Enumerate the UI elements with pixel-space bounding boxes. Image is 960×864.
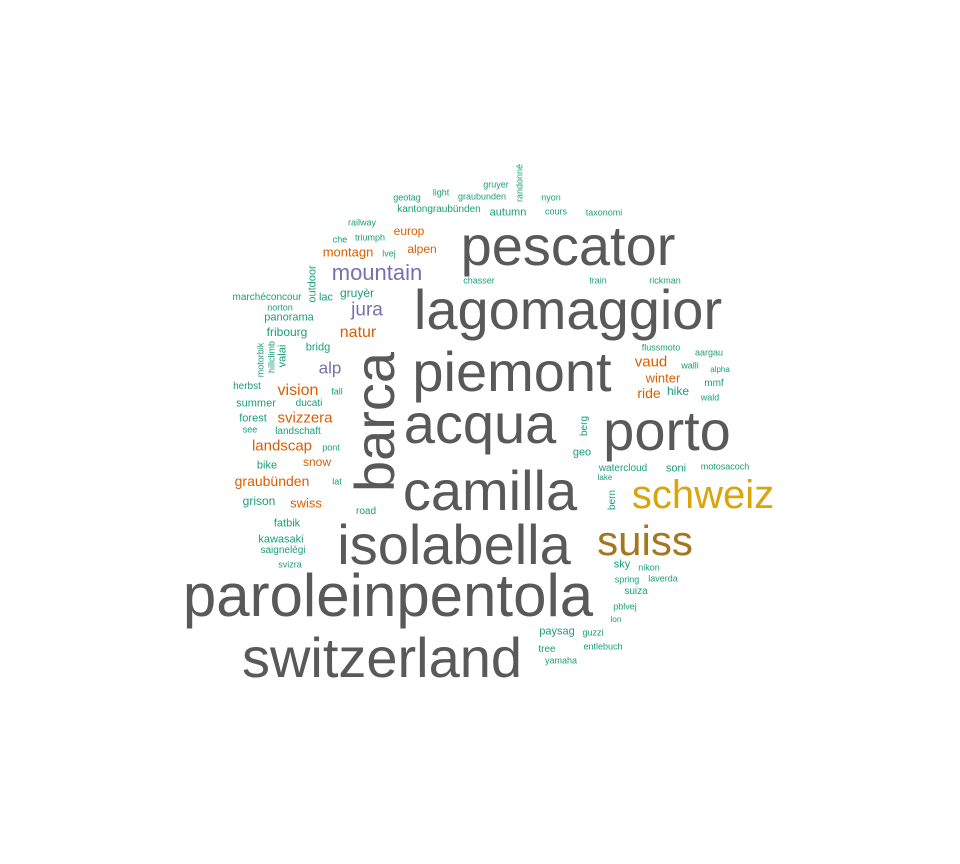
word-chasser: chasser	[463, 275, 495, 286]
word-pescator: pescator	[460, 214, 676, 277]
word-paroleinpentola: paroleinpentola	[182, 562, 594, 629]
word-aargau: aargau	[694, 347, 724, 358]
word-graubunden: graubünden	[234, 473, 310, 489]
word-laverda: laverda	[648, 573, 678, 584]
word-herbst: herbst	[233, 381, 261, 392]
word-mountain: mountain	[331, 260, 423, 285]
word-autumn: autumn	[489, 206, 527, 219]
word-randonne: randonné	[514, 163, 525, 203]
word-piemont: piemont	[412, 340, 612, 403]
word-mmf: mmf	[704, 378, 724, 389]
word-valai: valai	[276, 344, 289, 368]
word-lagomaggior: lagomaggior	[413, 278, 723, 341]
word-geotag: geotag	[393, 192, 421, 203]
word-jura: jura	[351, 299, 383, 321]
word-lake: lake	[597, 473, 613, 482]
word-ride: ride	[637, 385, 661, 401]
word-snow: snow	[302, 455, 332, 469]
word-wald: wald	[700, 392, 720, 403]
word-isolabella: isolabella	[337, 513, 571, 576]
word-taxonomi: taxonomi	[585, 207, 623, 218]
word-tree: tree	[538, 644, 556, 655]
word-kawasaki: kawasaki	[258, 533, 304, 546]
word-porto: porto	[603, 399, 731, 462]
word-svizra: svizra	[278, 559, 302, 570]
word-berg: berg	[579, 415, 590, 437]
word-pont: pont	[322, 442, 340, 453]
word-guzzi: guzzi	[582, 627, 604, 638]
word-fatbik: fatbik	[273, 517, 301, 530]
word-europ: europ	[393, 224, 425, 238]
word-bike: bike	[256, 459, 278, 472]
word-soni: soni	[665, 462, 687, 475]
word-winter: winter	[645, 370, 681, 386]
word-lat: lat	[332, 476, 342, 487]
word-panorama: panorama	[264, 311, 314, 324]
word-outdoor: outdoor	[306, 265, 319, 303]
word-che: che	[332, 234, 348, 245]
word-landscap: landscap	[251, 437, 313, 455]
word-kantongraubunden: kantongraubünden	[397, 204, 481, 215]
word-nyon: nyon	[541, 192, 561, 203]
word-light: light	[432, 187, 450, 198]
word-fribourg: fribourg	[266, 325, 308, 339]
word-forest: forest	[239, 412, 267, 425]
word-see: see	[242, 424, 258, 435]
word-walli: walli	[681, 360, 699, 371]
word-lon: lon	[610, 615, 622, 624]
word-train: train	[589, 275, 607, 286]
word-grison: grison	[242, 494, 276, 508]
word-watercloud: watercloud	[598, 463, 648, 474]
word-entlebuch: entlebuch	[583, 641, 623, 652]
word-geo: geo	[572, 446, 592, 459]
word-fall: fall	[331, 386, 343, 397]
word-suiss: suiss	[597, 517, 693, 564]
word-landschaft: landschaft	[275, 426, 321, 437]
word-hillclimb: hillclimb	[266, 340, 277, 374]
word-ducati: ducati	[295, 398, 323, 409]
word-motosacoch: motosacoch	[700, 461, 750, 472]
word-hike: hike	[666, 384, 690, 398]
word-suiza: suiza	[624, 586, 648, 597]
word-alpha: alpha	[710, 365, 730, 374]
word-paysag: paysag	[539, 625, 575, 638]
word-road: road	[355, 506, 377, 517]
word-spring: spring	[614, 574, 640, 585]
word-cours: cours	[544, 206, 568, 217]
word-saignelegi: saignelégi	[260, 545, 306, 556]
word-graubunden: graubunden	[457, 191, 507, 202]
word-triumph: triumph	[354, 232, 386, 243]
word-alpen: alpen	[407, 242, 437, 256]
word-marcheconcour: marchéconcour	[232, 292, 302, 303]
word-gruyer: gruyer	[483, 179, 509, 190]
word-svizzera: svizzera	[277, 409, 333, 427]
word-vaud: vaud	[634, 353, 668, 371]
word-montagn: montagn	[322, 244, 374, 260]
word-lvej: lvej	[382, 248, 396, 259]
word-barca: barca	[343, 351, 406, 493]
word-acqua: acqua	[403, 392, 557, 455]
word-rickman: rickman	[649, 275, 681, 286]
word-vision: vision	[277, 382, 319, 399]
word-natur: natur	[339, 324, 377, 341]
word-camilla: camilla	[402, 459, 578, 522]
word-gruyer: gruyèr	[339, 286, 375, 300]
word-flussmoto: flussmoto	[641, 342, 681, 353]
word-nikon: nikon	[638, 562, 660, 573]
word-switzerland: switzerland	[241, 626, 523, 689]
word-pblvej: pblvej	[613, 601, 637, 612]
word-lac: lac	[318, 291, 334, 304]
word-bridg: bridg	[305, 341, 331, 354]
word-swiss: swiss	[290, 495, 322, 511]
word-summer: summer	[236, 397, 276, 410]
word-schweiz: schweiz	[631, 473, 775, 517]
word-bern: bern	[607, 489, 618, 511]
word-alp: alp	[318, 358, 342, 378]
word-norton: norton	[267, 302, 293, 313]
word-yamaha: yamaha	[544, 655, 578, 666]
word-sky: sky	[613, 558, 631, 571]
word-railway: railway	[347, 217, 377, 228]
word-motorbik: motorbik	[255, 342, 266, 378]
